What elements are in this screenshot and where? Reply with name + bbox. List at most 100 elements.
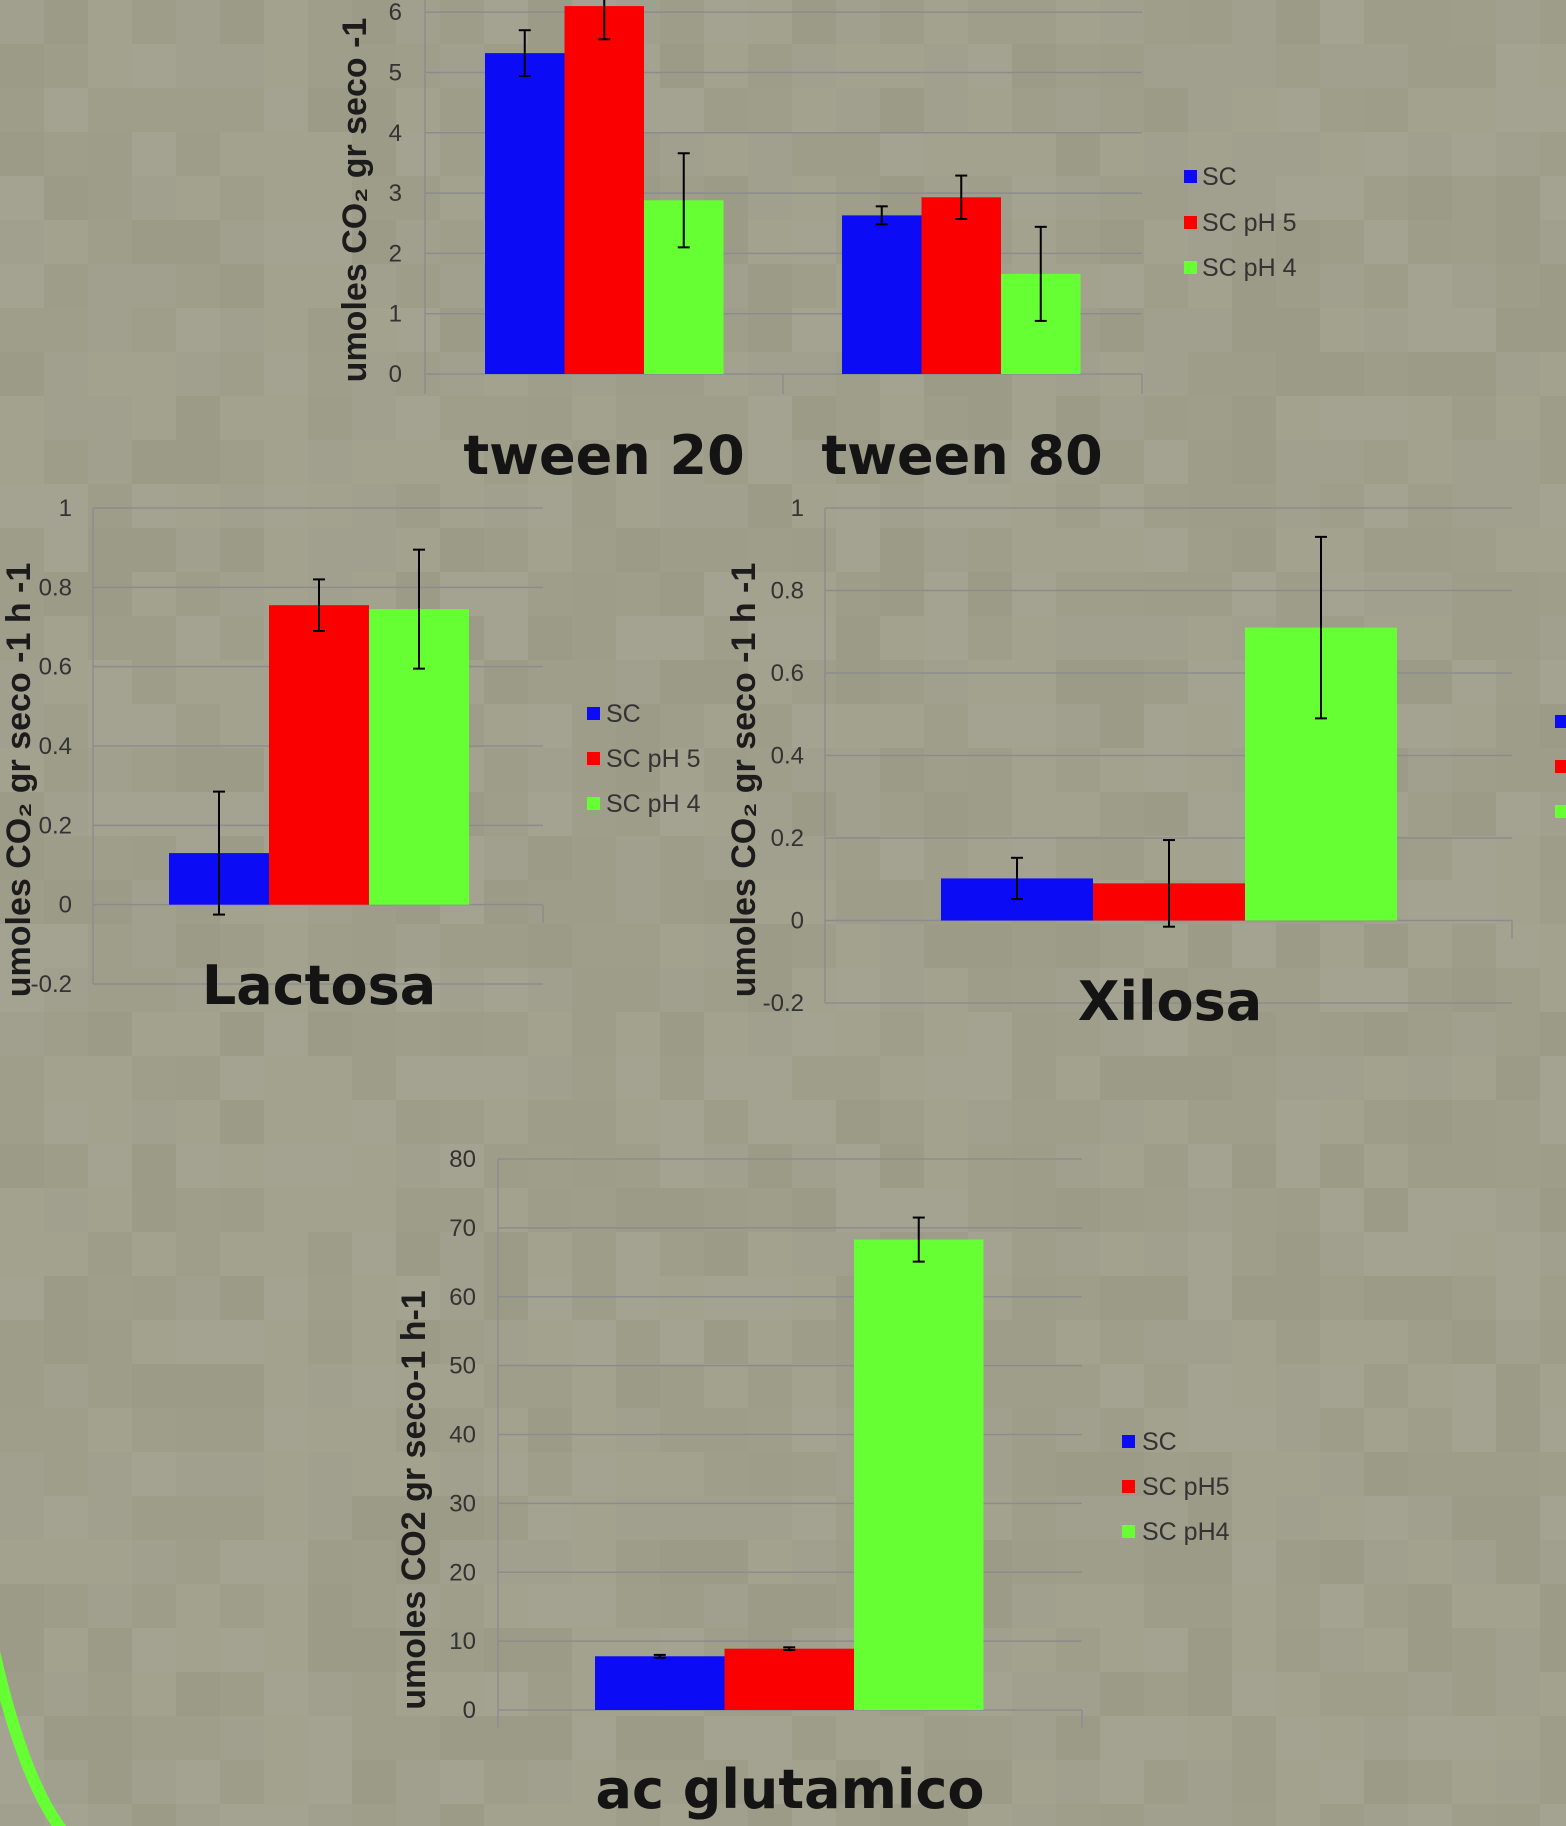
bg-tile: [0, 440, 44, 484]
bg-tile: [132, 572, 176, 616]
bg-tile: [748, 1364, 792, 1408]
bg-tile: [308, 1232, 352, 1276]
bg-tile: [1276, 1056, 1320, 1100]
tween-category-label-2: tween 80: [821, 424, 1102, 487]
bg-tile: [528, 396, 572, 440]
bg-tile: [528, 1760, 572, 1804]
bg-tile: [1540, 1232, 1566, 1276]
bg-tile: [1100, 1100, 1144, 1144]
bg-tile: [1320, 1584, 1364, 1628]
bg-tile: [132, 440, 176, 484]
bg-tile: [220, 484, 264, 528]
bg-tile: [1452, 308, 1496, 352]
bg-tile: [1144, 1188, 1188, 1232]
bg-tile: [220, 572, 264, 616]
y-tick-label: 80: [449, 1146, 476, 1173]
bg-tile: [1496, 836, 1540, 880]
bg-tile: [132, 1716, 176, 1760]
bg-tile: [572, 1012, 616, 1056]
bg-tile: [440, 1716, 484, 1760]
bg-tile: [176, 1628, 220, 1672]
bg-tile: [1232, 0, 1276, 44]
bg-tile: [88, 1452, 132, 1496]
bg-tile: [308, 0, 352, 44]
bg-tile: [396, 1760, 440, 1804]
bg-tile: [528, 1100, 572, 1144]
bg-tile: [924, 968, 968, 1012]
bar-sc: [485, 53, 565, 374]
bg-tile: [836, 396, 880, 440]
bg-tile: [1408, 1232, 1452, 1276]
bg-tile: [836, 0, 880, 44]
bg-tile: [44, 1628, 88, 1672]
bg-tile: [1452, 1408, 1496, 1452]
bg-tile: [968, 924, 1012, 968]
bg-tile: [660, 0, 704, 44]
bg-tile: [1232, 88, 1276, 132]
legend-swatch-sc: [587, 707, 600, 720]
bg-tile: [396, 1232, 440, 1276]
legend-label-sc-ph4: SC pH 4: [606, 790, 701, 818]
bg-tile: [1320, 1100, 1364, 1144]
bg-tile: [1144, 88, 1188, 132]
bg-tile: [1496, 1716, 1540, 1760]
bg-tile: [1364, 1760, 1408, 1804]
bg-tile: [1540, 1672, 1566, 1716]
legend-swatch-sc-ph4: [1122, 1525, 1135, 1538]
bg-tile: [1232, 1188, 1276, 1232]
bg-tile: [1188, 528, 1232, 572]
bg-tile: [352, 1496, 396, 1540]
bg-tile: [220, 220, 264, 264]
bg-tile: [1188, 132, 1232, 176]
bg-tile: [880, 1188, 924, 1232]
bg-tile: [264, 1584, 308, 1628]
bg-tile: [616, 792, 660, 836]
bg-tile: [1144, 1496, 1188, 1540]
bg-tile: [1540, 1760, 1566, 1804]
bg-tile: [1012, 1628, 1056, 1672]
bg-tile: [1144, 528, 1188, 572]
bg-tile: [1144, 660, 1188, 704]
bg-tile: [1012, 616, 1056, 660]
bg-tile: [1408, 0, 1452, 44]
bg-tile: [1320, 1232, 1364, 1276]
bg-tile: [1012, 176, 1056, 220]
bg-tile: [44, 1320, 88, 1364]
bg-tile: [1100, 792, 1144, 836]
bg-tile: [1188, 1540, 1232, 1584]
bg-tile: [1012, 1144, 1056, 1188]
bg-tile: [616, 1760, 660, 1804]
bg-tile: [1320, 176, 1364, 220]
bg-tile: [1144, 1320, 1188, 1364]
bg-tile: [0, 704, 44, 748]
bg-tile: [484, 528, 528, 572]
bg-tile: [836, 792, 880, 836]
bg-tile: [1452, 1760, 1496, 1804]
bg-tile: [264, 176, 308, 220]
bg-tile: [1496, 792, 1540, 836]
bg-tile: [1144, 1056, 1188, 1100]
y-tick-label: 10: [449, 1628, 476, 1655]
bg-tile: [1276, 88, 1320, 132]
y-tick-label: 3: [389, 180, 402, 207]
bg-tile: [1540, 660, 1566, 704]
bg-tile: [1408, 1012, 1452, 1056]
bg-tile: [528, 968, 572, 1012]
bg-tile: [44, 88, 88, 132]
bg-tile: [176, 968, 220, 1012]
bg-tile: [176, 1760, 220, 1804]
bg-tile: [1232, 1276, 1276, 1320]
bg-tile: [0, 132, 44, 176]
bg-tile: [264, 44, 308, 88]
bg-tile: [1276, 308, 1320, 352]
bg-tile: [1496, 1628, 1540, 1672]
bg-tile: [1056, 1364, 1100, 1408]
bg-tile: [1452, 0, 1496, 44]
bg-tile: [836, 1144, 880, 1188]
bg-tile: [1540, 1012, 1566, 1056]
bg-tile: [836, 1760, 880, 1804]
bg-tile: [1408, 484, 1452, 528]
bg-tile: [1496, 704, 1540, 748]
bg-tile: [88, 572, 132, 616]
bg-tile: [1540, 1408, 1566, 1452]
